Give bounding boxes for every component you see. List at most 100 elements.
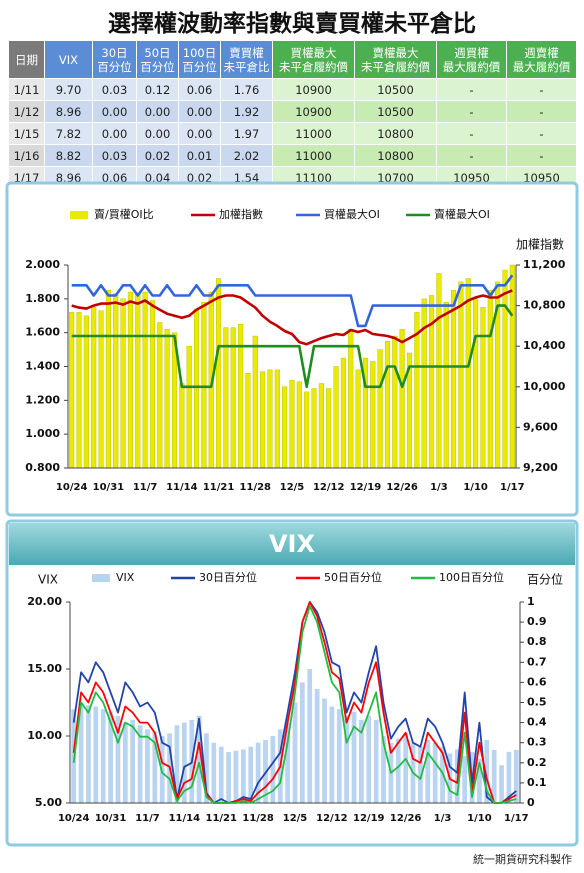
bar — [274, 369, 280, 469]
bar — [458, 281, 464, 469]
chart-vix: VIX 5.00 10.00 15.00 20.00 0 0.1 0.2 0.3 0.4 0.5 0… — [5, 519, 579, 847]
y-tick-label: 5.00 — [35, 796, 62, 809]
bar — [384, 340, 391, 469]
y2-tick-label: 0.5 — [527, 696, 547, 709]
x-tick-label: 11/21 — [205, 813, 237, 824]
chart-title: VIX — [269, 530, 316, 558]
bar — [477, 758, 482, 803]
bar — [491, 749, 497, 803]
bar — [436, 273, 442, 469]
bar — [204, 733, 209, 803]
bar — [157, 322, 163, 469]
bar — [340, 357, 346, 469]
y2-tick-label: 0.8 — [527, 635, 547, 648]
table-cell: 1.76 — [220, 78, 273, 101]
bar — [304, 391, 310, 469]
bar — [113, 293, 119, 469]
bar — [245, 373, 251, 469]
bar — [282, 386, 288, 469]
bar — [395, 738, 401, 803]
x-tick-label: 1/10 — [463, 482, 488, 493]
bar — [137, 725, 143, 803]
table-cell: 買權最大 未平倉履約價 — [272, 40, 355, 79]
bar — [248, 746, 254, 803]
table-cell: 50日 百分位 — [136, 40, 179, 79]
bar — [152, 731, 158, 803]
legend-swatch — [92, 574, 110, 582]
bar — [252, 335, 258, 469]
x-tick-label: 12/19 — [350, 482, 382, 493]
bar — [120, 298, 126, 469]
x-tick-label: 11/28 — [240, 482, 272, 493]
table-cell: - — [506, 100, 577, 123]
bar — [233, 750, 239, 803]
table-cell: 0.06 — [178, 78, 221, 101]
y2-tick-label: 0.9 — [527, 615, 547, 628]
table-cell: 10900 — [272, 100, 355, 123]
bar — [91, 307, 97, 469]
x-tick-label: 12/12 — [313, 482, 345, 493]
legend-label: 加權指數 — [219, 207, 263, 221]
table-cell: 9.70 — [44, 78, 93, 101]
bar — [196, 715, 202, 803]
table-cell: 1/11 — [8, 78, 45, 101]
bar — [285, 722, 290, 803]
bar — [336, 709, 342, 803]
bar — [108, 711, 113, 803]
bar — [513, 749, 519, 803]
bar — [506, 751, 512, 803]
bar — [465, 278, 471, 469]
bar — [296, 381, 302, 469]
bar — [216, 278, 222, 469]
bar — [502, 269, 508, 469]
bar — [314, 689, 320, 803]
bar — [93, 706, 99, 803]
y2-tick-label: 0.2 — [527, 756, 547, 769]
bar — [421, 298, 427, 469]
line-series — [72, 601, 517, 804]
table-cell: 10900 — [272, 78, 355, 101]
table-row: 1/11 9.70 0.03 0.12 0.06 1.76 10900 10500- - — [8, 78, 577, 101]
x-tick-label: 11/28 — [242, 813, 274, 824]
table-cell: 11000 — [272, 144, 355, 167]
bar — [432, 742, 438, 803]
bar — [381, 736, 386, 803]
bar — [333, 366, 339, 469]
y2-tick-label: 9,200 — [523, 461, 558, 474]
table-cell: - — [436, 100, 507, 123]
bar — [145, 729, 150, 803]
table-cell: 0.00 — [178, 122, 221, 145]
y-tick-label: 1.600 — [25, 326, 60, 339]
legend-label: 賣/買權OI比 — [94, 207, 154, 221]
y2-tick-label: 10,400 — [523, 339, 566, 352]
y-tick-label: 2.000 — [25, 258, 60, 271]
y-axis-label: VIX — [38, 573, 58, 587]
x-tick-label: 12/12 — [316, 813, 348, 824]
bar — [135, 293, 141, 469]
bar — [322, 698, 327, 803]
bar — [326, 388, 332, 469]
x-tick-label: 12/19 — [353, 813, 385, 824]
legend-label: 100日百分位 — [439, 570, 504, 584]
bar — [122, 722, 128, 803]
x-tick-label: 11/21 — [203, 482, 235, 493]
bar — [174, 725, 180, 803]
y2-tick-label: 10,800 — [523, 299, 566, 312]
bar — [193, 308, 200, 469]
bar — [351, 711, 357, 803]
panel — [5, 181, 579, 517]
y2-tick-label: 0.6 — [527, 675, 547, 688]
bar — [78, 702, 84, 803]
line-series — [71, 304, 514, 389]
x-tick-label: 1/3 — [430, 482, 448, 493]
y2-tick-label: 0.7 — [527, 655, 547, 668]
x-tick-label: 10/24 — [56, 482, 88, 493]
x-tick-label: 12/5 — [283, 813, 308, 824]
table-cell: 8.96 — [44, 100, 93, 123]
legend-label: 賣權最大OI — [434, 207, 490, 221]
table-cell: 0.03 — [92, 144, 137, 167]
table-cell: 週買權 最大履約價 — [436, 40, 507, 79]
bar — [142, 291, 148, 469]
y2-axis-label: 加權指數 — [516, 237, 564, 252]
